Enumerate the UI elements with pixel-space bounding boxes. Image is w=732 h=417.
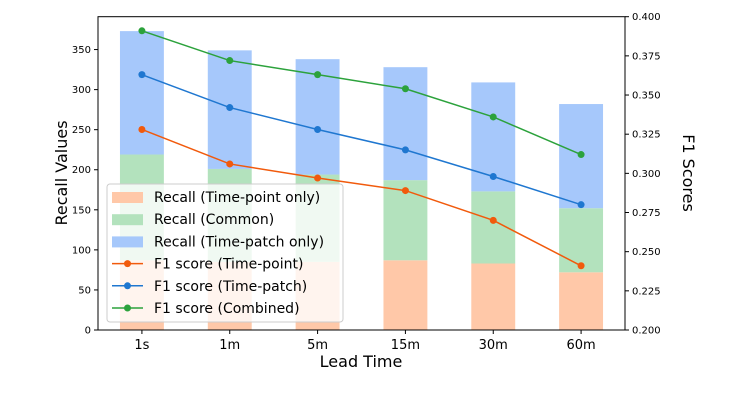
point-f1-combined-5m (314, 71, 322, 79)
x-tick-label: 60m (566, 338, 595, 353)
bar-timepoint-60m (559, 272, 604, 330)
y-tick-label: 150 (72, 205, 91, 216)
line-f1-timepoint (141, 128, 582, 267)
y-tick-label: 50 (78, 285, 91, 296)
bar-timepatch-1s (119, 31, 164, 155)
point-f1-timepoint-1s (138, 125, 146, 133)
point-f1-timepatch-1m (226, 104, 234, 112)
y2-axis-label: F1 Scores (679, 134, 698, 212)
y2-tick-label: 0.275 (632, 208, 661, 219)
point-f1-combined-60m (577, 151, 585, 159)
y2-tick-label: 0.350 (632, 91, 661, 102)
point-f1-timepoint-1m (226, 160, 234, 168)
point-f1-timepatch-15m (401, 146, 409, 154)
legend-marker (124, 260, 131, 268)
line-f1-timepatch (141, 73, 582, 206)
y-tick-label: 350 (72, 45, 91, 56)
y2-tick-label: 0.400 (632, 12, 661, 23)
bar-common-30m (471, 191, 516, 264)
point-f1-timepoint-5m (314, 174, 322, 182)
point-f1-combined-1s (138, 27, 146, 35)
legend-swatch (112, 192, 143, 203)
legend-label: F1 score (Time-point) (154, 257, 303, 273)
x-tick-label: 30m (479, 338, 508, 353)
point-f1-timepatch-1s (138, 71, 146, 79)
legend-box (106, 183, 344, 323)
x-tick-label: 1s (134, 338, 149, 353)
legend-label: F1 score (Combined) (154, 301, 300, 317)
x-tick-label: 15m (391, 338, 420, 353)
point-f1-timepatch-5m (314, 125, 322, 133)
bar-timepoint-15m (383, 260, 428, 330)
x-tick-label: 5m (307, 338, 328, 353)
y2-tick-label: 0.250 (632, 247, 661, 258)
point-f1-combined-30m (489, 113, 497, 121)
y2-tick-label: 0.200 (632, 326, 661, 337)
legend-label: Recall (Common) (154, 212, 274, 228)
y-axis-label: Recall Values (52, 120, 71, 225)
y-tick-label: 200 (72, 165, 91, 176)
bar-common-60m (559, 208, 604, 273)
y-tick-label: 100 (72, 245, 91, 256)
legend-label: Recall (Time-patch only) (154, 234, 324, 250)
y2-tick-label: 0.325 (632, 130, 661, 141)
y-tick-label: 250 (72, 125, 91, 136)
legend-label: Recall (Time-point only) (154, 190, 320, 206)
y2-tick-label: 0.375 (632, 51, 661, 62)
legend-marker (124, 304, 131, 312)
point-f1-timepoint-30m (489, 216, 497, 224)
point-f1-timepoint-60m (577, 262, 585, 270)
legend: Recall (Time-point only) Recall (Common) R… (106, 183, 344, 323)
x-axis-label: Lead Time (320, 352, 403, 371)
y-tick-label: 0 (85, 326, 91, 337)
legend-swatch (112, 236, 143, 248)
bar-timepatch-5m (295, 59, 340, 175)
legend-swatch (112, 214, 143, 226)
bar-timepoint-30m (471, 263, 516, 330)
y2-tick-label: 0.300 (632, 169, 661, 180)
legend-marker (124, 282, 131, 290)
point-f1-timepoint-15m (401, 187, 409, 195)
line-f1-combined (141, 30, 582, 156)
point-f1-combined-15m (401, 85, 409, 93)
bar-timepatch-15m (383, 67, 428, 181)
y-tick-label: 300 (72, 85, 91, 96)
point-f1-timepatch-30m (489, 172, 497, 180)
x-tick-label: 1m (219, 338, 240, 353)
y2-tick-label: 0.225 (632, 286, 661, 297)
legend-label: F1 score (Time-patch) (154, 279, 307, 295)
axes: 1s 1m 5m 15m 30m 60m 0 50 100 150 200 250 300 350 0.20… (72, 12, 661, 353)
point-f1-combined-1m (226, 57, 234, 65)
lines-layer (138, 27, 585, 270)
point-f1-timepatch-60m (577, 201, 585, 209)
